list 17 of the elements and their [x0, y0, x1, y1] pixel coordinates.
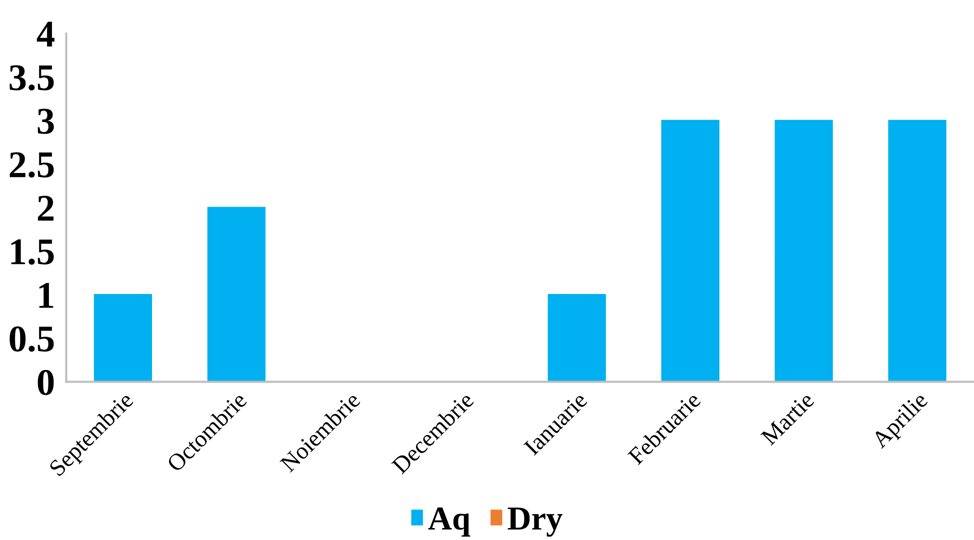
y-tick-label: 1.5: [11, 239, 54, 265]
y-tick-label: 2.5: [10, 152, 54, 178]
y-tick-label: 3: [38, 108, 54, 134]
y-tick-label: 0: [38, 370, 54, 396]
y-tick-label: 1: [39, 282, 54, 308]
y-tick-label: 0.5: [10, 326, 54, 352]
bar: [548, 294, 606, 382]
legend-label: Aq: [428, 507, 470, 537]
y-tick-label: 4: [36, 22, 54, 46]
y-tick-label: 3.5: [10, 65, 54, 91]
bar: [207, 206, 266, 382]
legend-label: Dry: [508, 508, 562, 537]
y-tick-label: 2: [38, 196, 54, 221]
bar: [888, 120, 946, 382]
bar: [94, 294, 152, 382]
bar: [661, 120, 720, 382]
bar: [774, 120, 833, 382]
